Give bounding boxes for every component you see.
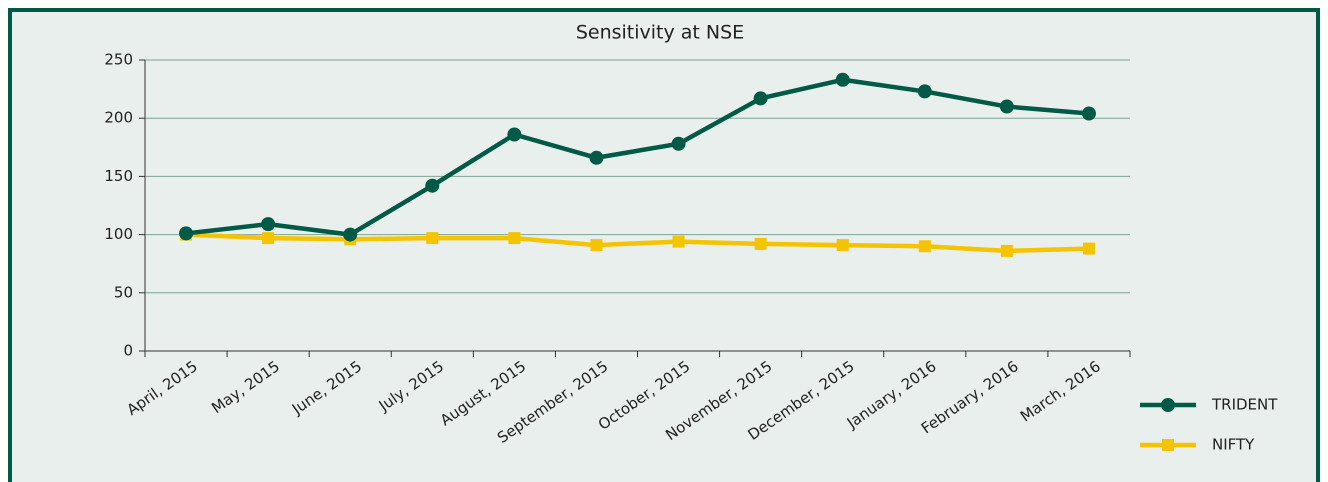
frame (8, 8, 1320, 482)
data-point (508, 232, 521, 245)
data-point (918, 240, 931, 253)
data-point (836, 239, 849, 252)
data-point (672, 235, 685, 248)
data-point (1000, 244, 1013, 257)
y-tick-label: 100 (104, 225, 133, 243)
series-line (185, 232, 1090, 254)
data-point (343, 227, 358, 242)
data-point (589, 150, 604, 165)
data-point (1081, 106, 1096, 121)
legend-label: NIFTY (1212, 436, 1255, 454)
data-point (917, 84, 932, 99)
data-point (999, 99, 1014, 114)
data-point (507, 127, 522, 142)
data-point (754, 237, 767, 250)
y-tick-label: 250 (104, 51, 133, 69)
data-point (835, 72, 850, 87)
data-point (426, 232, 439, 245)
data-point (1082, 242, 1095, 255)
data-point (590, 239, 603, 252)
legend-marker (1162, 439, 1174, 451)
data-point (753, 91, 768, 106)
data-point (671, 136, 686, 151)
y-tick-label: 200 (104, 109, 133, 127)
y-tick-label: 50 (114, 283, 133, 301)
data-point (425, 178, 440, 193)
series-line (185, 77, 1090, 237)
data-point (179, 226, 194, 241)
data-point (261, 217, 276, 232)
legend-label: TRIDENT (1211, 396, 1278, 414)
y-tick-label: 150 (104, 167, 133, 185)
y-tick-label: 0 (123, 342, 133, 360)
data-point (262, 232, 275, 245)
chart-title: Sensitivity at NSE (576, 22, 744, 44)
legend-marker (1161, 398, 1175, 412)
